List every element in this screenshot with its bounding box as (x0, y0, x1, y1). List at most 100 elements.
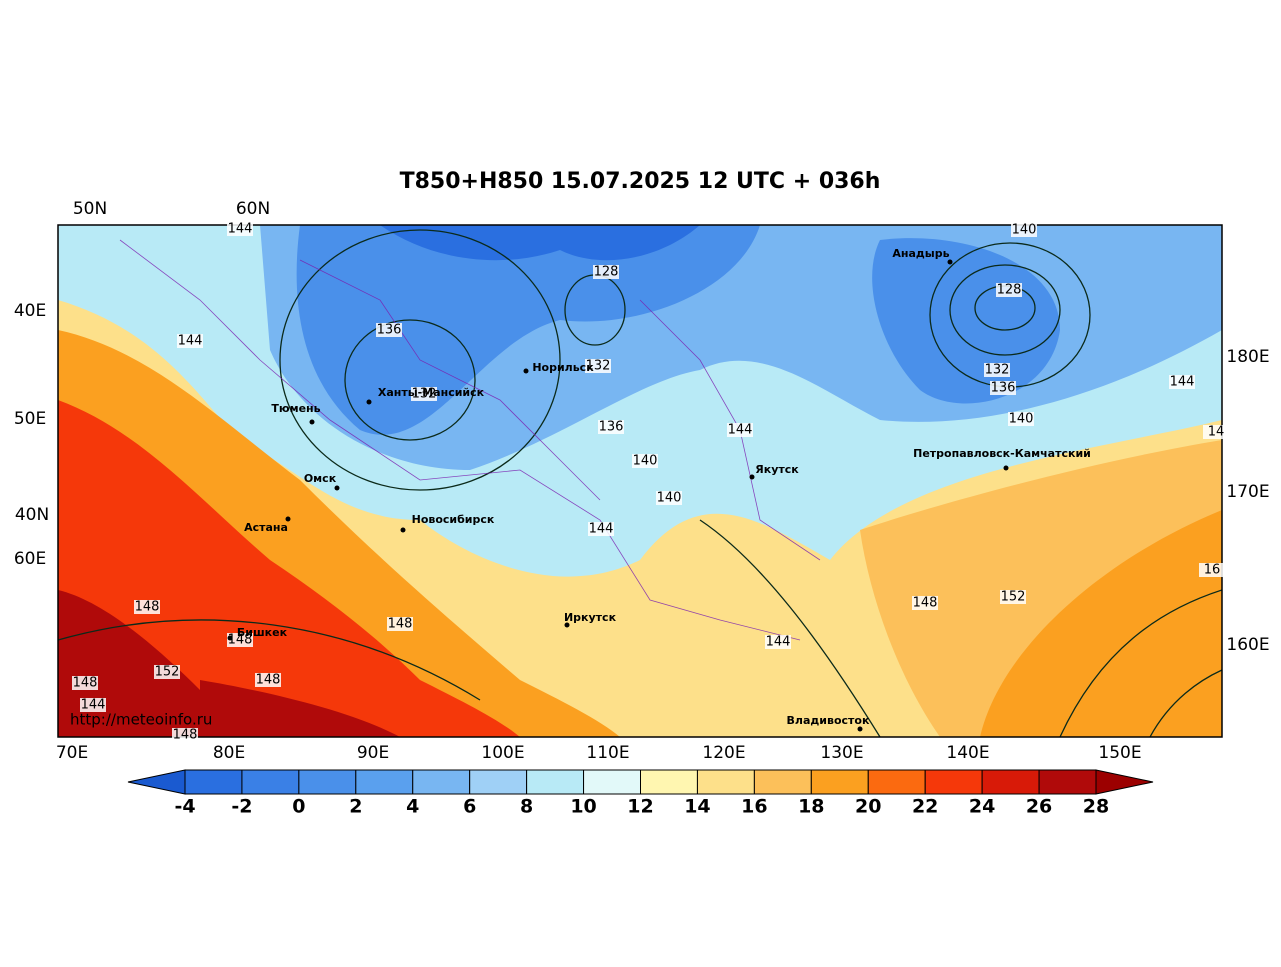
axis-label: 40E (14, 301, 46, 321)
colorbar-segment (241, 769, 300, 795)
contour-label: 140 (1009, 412, 1034, 427)
contour-label-bg (227, 222, 253, 236)
contour-label-bg (72, 676, 98, 690)
axis-label: 40N (15, 505, 49, 525)
colorbar-tick-label: 8 (520, 796, 533, 818)
city-dot (749, 474, 755, 480)
city-label: Норильск (532, 361, 594, 374)
contour-label: 132 (412, 387, 437, 402)
colorbar-segment (753, 769, 812, 795)
contour-label-bg (1011, 223, 1037, 237)
contour-label: 148 (173, 728, 198, 743)
colorbar-tick-label: 10 (570, 796, 596, 818)
lat-label: 50N (73, 199, 107, 219)
contour-label-bg (80, 698, 106, 712)
colorbar-tick-label: 2 (349, 796, 362, 818)
colorbar-tick-label: 26 (1026, 796, 1052, 818)
contour-label-bg (1008, 412, 1034, 426)
contour-label-bg (172, 728, 198, 742)
city-dot (227, 635, 233, 641)
colorbar-tick-label: 12 (627, 796, 653, 818)
contour-label: 144 (1170, 375, 1195, 390)
contour-label: 16 (1204, 563, 1221, 578)
contour-label: 144 (589, 522, 614, 537)
city-dot (1003, 465, 1009, 471)
contour-label: 140 (633, 454, 658, 469)
lon-label: 140E (946, 743, 989, 763)
contour-label-bg (588, 522, 614, 536)
colorbar-segment (412, 769, 471, 795)
lon-label: 70E (56, 743, 88, 763)
axis-label: 50E (14, 409, 46, 429)
colorbar-tick-label: 22 (912, 796, 938, 818)
contour-label: 132 (586, 359, 611, 374)
city-label: Петропавловск-Камчатский (913, 447, 1091, 460)
contour-label-bg (255, 673, 281, 687)
colorbar-segment (583, 769, 641, 795)
contour-label: 144 (728, 423, 753, 438)
colorbar-segment (981, 769, 1040, 795)
lon-label: 130E (820, 743, 863, 763)
city-dot (523, 368, 529, 374)
contour-label-bg (598, 420, 624, 434)
contour-label-bg (1169, 375, 1195, 389)
contour-label-bg (177, 334, 203, 348)
contour-label-bg (996, 283, 1022, 297)
contour-label: 152 (155, 665, 180, 680)
contour-label-bg (411, 387, 437, 401)
colorbar-extend-high (1095, 769, 1154, 795)
city-label: Ханты-Мансийск (378, 386, 485, 399)
contour-label: 144 (766, 635, 791, 650)
colorbar-segment (469, 769, 528, 795)
city-label: Тюмень (271, 402, 320, 415)
contour-label: 14 (1208, 425, 1225, 440)
colorbar-tick-label: 20 (855, 796, 881, 818)
contour-label: 144 (81, 698, 106, 713)
lon-label: 110E (586, 743, 629, 763)
colorbar-segment (696, 769, 755, 795)
contour-label: 152 (1001, 590, 1026, 605)
contour-label: 140 (657, 491, 682, 506)
city-label: Иркутск (564, 611, 617, 624)
contour-label: 144 (178, 334, 203, 349)
contour-label-bg (1199, 563, 1225, 577)
colorbar-tick-label: 4 (406, 796, 419, 818)
colorbar-tick-label: -2 (231, 796, 252, 818)
city-label: Якутск (755, 463, 799, 476)
contour-label: 148 (913, 596, 938, 611)
lon-label: 80E (213, 743, 245, 763)
colorbar-segment (298, 769, 357, 795)
lon-label: 90E (357, 743, 389, 763)
contour-label: 148 (228, 633, 253, 648)
colorbar-tick-label: 24 (969, 796, 995, 818)
contour-label: 148 (73, 676, 98, 691)
colorbar-segment (184, 769, 243, 795)
colorbar-tick-label: 28 (1083, 796, 1109, 818)
city-label: Новосибирск (412, 513, 495, 526)
city-dot (285, 516, 291, 522)
axis-label: 160E (1226, 635, 1269, 655)
contour-label: 144 (228, 222, 253, 237)
colorbar-tick-label: -4 (174, 796, 195, 818)
contour-label-bg (134, 600, 160, 614)
contour-label: 136 (991, 381, 1016, 396)
lon-label: 100E (481, 743, 524, 763)
city-dot (947, 259, 953, 265)
city-dot (334, 485, 340, 491)
title: T850+H850 15.07.2025 12 UTC + 036h (400, 169, 881, 194)
contour-label-bg (1000, 590, 1026, 604)
city-label: Анадырь (892, 247, 949, 260)
city-dot (366, 399, 372, 405)
colorbar-segment (526, 769, 585, 795)
city-dot (564, 622, 570, 628)
contour-label-bg (984, 363, 1010, 377)
contour-label-bg (227, 633, 253, 647)
contour-label: 140 (1012, 223, 1037, 238)
lon-label: 120E (702, 743, 745, 763)
contour-label-bg (632, 454, 658, 468)
contour-label: 132 (985, 363, 1010, 378)
colorbar-segment (1038, 769, 1097, 795)
colorbar-tick-label: 0 (292, 796, 305, 818)
contour-label-bg (593, 265, 619, 279)
